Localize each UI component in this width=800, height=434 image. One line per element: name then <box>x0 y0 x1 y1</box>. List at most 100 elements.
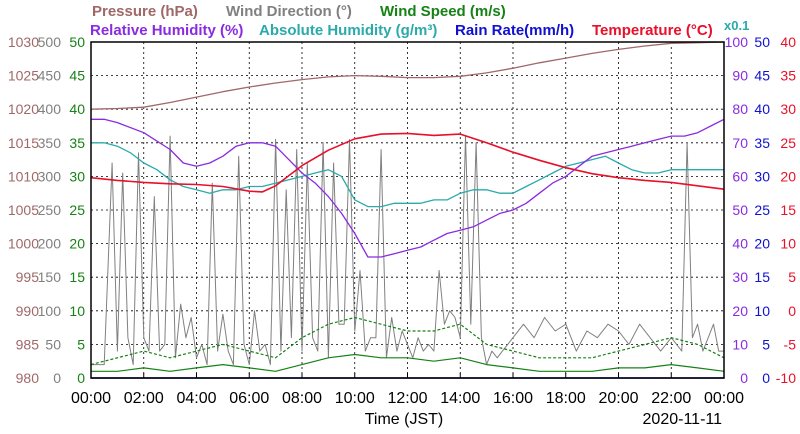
series-pressure <box>90 41 725 110</box>
legend-row-1: Pressure (hPa) Wind Direction (°) Wind S… <box>92 3 506 20</box>
x-tick-label: 22:00 <box>651 390 691 407</box>
wind-direction-tick: 150 <box>38 269 62 285</box>
x-tick-label: 12:00 <box>387 390 427 407</box>
rain-rate-tick: 40 <box>754 101 770 117</box>
wind-speed-tick: 35 <box>69 135 85 151</box>
legend-wind-speed: Wind Speed (m/s) <box>380 3 506 20</box>
wind-direction-tick: 200 <box>38 236 62 252</box>
x-axis-label: Time (JST) <box>365 411 444 428</box>
humidity-tick: 70 <box>732 135 748 151</box>
wind-speed-tick: 30 <box>69 168 85 184</box>
wind-speed-tick: 40 <box>69 101 85 117</box>
legend-temperature: Temperature (°C) <box>592 22 713 39</box>
pressure-tick: 1015 <box>8 135 39 151</box>
wind-speed-tick: 20 <box>69 236 85 252</box>
left-axes: 1030102510201015101010051000995990985980… <box>8 34 85 386</box>
humidity-tick: 20 <box>732 303 748 319</box>
wind-direction-tick: 250 <box>38 202 62 218</box>
pressure-tick: 995 <box>16 269 40 285</box>
series-wind-direction <box>91 135 724 366</box>
x-tick-label: 06:00 <box>229 390 269 407</box>
x-tick-label: 14:00 <box>440 390 480 407</box>
series-relative-humidity <box>91 118 725 258</box>
x-tick-label: 08:00 <box>282 390 322 407</box>
wind-direction-tick: 500 <box>38 34 62 50</box>
humidity-tick: 40 <box>732 236 748 252</box>
wind-direction-tick: 300 <box>38 168 62 184</box>
wind-speed-tick: 15 <box>69 269 85 285</box>
temperature-tick: 25 <box>780 135 796 151</box>
legend-multiplier: x0.1 <box>724 18 749 33</box>
rain-rate-tick: 0 <box>762 370 770 386</box>
wind-direction-tick: 450 <box>38 68 62 84</box>
legend-absolute-humidity: Absolute Humidity (g/m³) <box>259 22 437 39</box>
wind-direction-tick: 400 <box>38 101 62 117</box>
pressure-tick: 1010 <box>8 168 39 184</box>
humidity-tick: 60 <box>732 168 748 184</box>
humidity-tick: 30 <box>732 269 748 285</box>
series-wind-speed <box>91 353 725 372</box>
x-tick-label: 16:00 <box>493 390 533 407</box>
x-tick-label: 10:00 <box>335 390 375 407</box>
wind-speed-tick: 0 <box>77 370 85 386</box>
pressure-tick: 980 <box>16 370 40 386</box>
x-tick-label: 00:00 <box>704 390 744 407</box>
series-wind-gust <box>90 316 725 366</box>
rain-rate-tick: 30 <box>754 168 770 184</box>
right-axes: 1009080706050403020100504540353025201510… <box>725 34 797 386</box>
humidity-tick: 0 <box>740 370 748 386</box>
temperature-tick: -10 <box>776 370 796 386</box>
x-tick-label: 18:00 <box>546 390 586 407</box>
temperature-tick: 30 <box>780 101 796 117</box>
x-tick-label: 20:00 <box>598 390 638 407</box>
legend-pressure: Pressure (hPa) <box>92 3 198 20</box>
temperature-tick: 15 <box>780 202 796 218</box>
wind-direction-tick: 0 <box>53 370 61 386</box>
legend-wind-direction: Wind Direction (°) <box>226 3 352 20</box>
humidity-tick: 80 <box>732 101 748 117</box>
temperature-tick: 20 <box>780 168 796 184</box>
pressure-tick: 1020 <box>8 101 39 117</box>
humidity-tick: 90 <box>732 68 748 84</box>
pressure-tick: 1025 <box>8 68 39 84</box>
humidity-tick: 10 <box>732 336 748 352</box>
pressure-tick: 1005 <box>8 202 39 218</box>
legend-rain-rate: Rain Rate(mm/h) <box>455 22 574 39</box>
rain-rate-tick: 5 <box>762 336 770 352</box>
wind-speed-tick: 5 <box>77 336 85 352</box>
wind-speed-tick: 50 <box>69 34 85 50</box>
rain-rate-tick: 10 <box>754 303 770 319</box>
wind-direction-tick: 350 <box>38 135 62 151</box>
humidity-tick: 50 <box>732 202 748 218</box>
legend-relative-humidity: Relative Humidity (%) <box>90 22 243 39</box>
plot-grid <box>91 42 724 378</box>
x-tick-label: 04:00 <box>176 390 216 407</box>
temperature-tick: 40 <box>780 34 796 50</box>
legend-row-2: Relative Humidity (%) Absolute Humidity … <box>90 18 749 39</box>
temperature-tick: 0 <box>788 303 796 319</box>
wind-direction-tick: 100 <box>38 303 62 319</box>
wind-direction-tick: 50 <box>45 336 61 352</box>
x-tick-label: 00:00 <box>71 390 111 407</box>
rain-rate-tick: 35 <box>754 135 770 151</box>
series-temperature <box>90 132 725 193</box>
rain-rate-tick: 25 <box>754 202 770 218</box>
x-axis: 00:00 02:00 04:00 06:00 08:00 10:00 12:00 14:00… <box>71 373 744 407</box>
pressure-tick: 990 <box>16 303 40 319</box>
rain-rate-tick: 50 <box>754 34 770 50</box>
rain-rate-tick: 15 <box>754 269 770 285</box>
wind-speed-tick: 25 <box>69 202 85 218</box>
temperature-tick: -5 <box>784 336 797 352</box>
pressure-tick: 1000 <box>8 236 39 252</box>
pressure-tick: 1030 <box>8 34 39 50</box>
pressure-tick: 985 <box>16 336 40 352</box>
temperature-tick: 35 <box>780 68 796 84</box>
wind-speed-tick: 45 <box>69 68 85 84</box>
series-absolute-humidity <box>91 142 724 208</box>
temperature-tick: 5 <box>788 269 796 285</box>
temperature-tick: 10 <box>780 236 796 252</box>
chart-date: 2020-11-11 <box>643 411 723 428</box>
x-tick-label: 02:00 <box>124 390 164 407</box>
humidity-tick: 100 <box>725 34 749 50</box>
